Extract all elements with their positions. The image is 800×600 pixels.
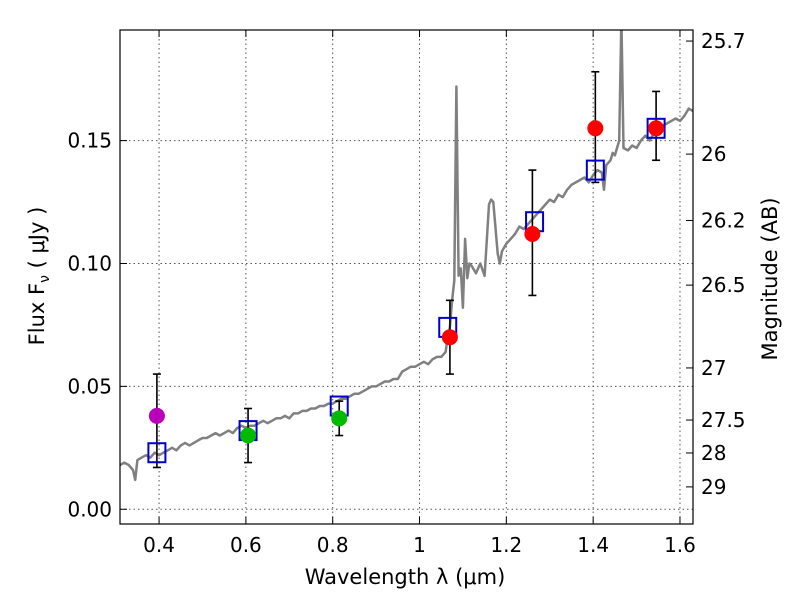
- model-point-box: [646, 117, 666, 139]
- plot-frame: [119, 29, 694, 525]
- observed-point-green: [240, 427, 257, 444]
- x-tick-label: 1.6: [664, 533, 696, 557]
- observed-point-red: [441, 329, 458, 346]
- x-tick-label: 0.6: [230, 533, 262, 557]
- x-tick-label: 1: [413, 533, 426, 557]
- x-tick-label: 1.4: [577, 533, 609, 557]
- y2-tick-label: 25.7: [701, 29, 746, 53]
- x-tick-label: 0.8: [317, 533, 349, 557]
- y-axis-label-unit: ( μJy ): [25, 207, 49, 275]
- y2-tick-label: 28: [701, 441, 726, 465]
- y2-axis-label: Magnitude (AB): [758, 197, 782, 360]
- x-tick-label: 1.2: [490, 533, 522, 557]
- y-tick-label: 0.10: [67, 251, 112, 275]
- y2-tick-label: 26.5: [701, 273, 746, 297]
- sed-template-line: [120, 30, 693, 482]
- y2-tick-label: 26: [701, 142, 726, 166]
- grid: [120, 30, 693, 524]
- y2-tick-label: 29: [701, 475, 726, 499]
- y2-tick-label: 27: [701, 356, 726, 380]
- y-axis-label: Flux Fν ( μJy ): [25, 207, 53, 346]
- y-tick-label: 0.15: [67, 129, 112, 153]
- axis-ticks: 0.4 0.6 0.8 1 1.2 1.4 1.6 0.00 0.05 0.10 0.15 25.7 2…: [67, 29, 745, 557]
- y2-tick-label: 26.2: [701, 208, 746, 232]
- y-axis-label-subscript: ν: [37, 275, 53, 283]
- model-point-box: [147, 442, 167, 464]
- observed-point-magenta: [148, 407, 165, 424]
- x-axis-label: Wavelength λ (μm): [305, 565, 506, 589]
- x-tick-label: 0.4: [143, 533, 175, 557]
- plot-area: [120, 30, 693, 482]
- observed-point-red: [648, 120, 665, 137]
- observed-point-red: [587, 120, 604, 137]
- y-tick-label: 0.05: [67, 374, 112, 398]
- model-point-box: [585, 159, 605, 181]
- y-axis-label-main: Flux F: [25, 283, 49, 345]
- observed-point-green: [331, 410, 348, 427]
- y-tick-label: 0.00: [67, 497, 112, 521]
- y2-tick-label: 27.5: [701, 408, 746, 432]
- observed-point-red: [524, 225, 541, 242]
